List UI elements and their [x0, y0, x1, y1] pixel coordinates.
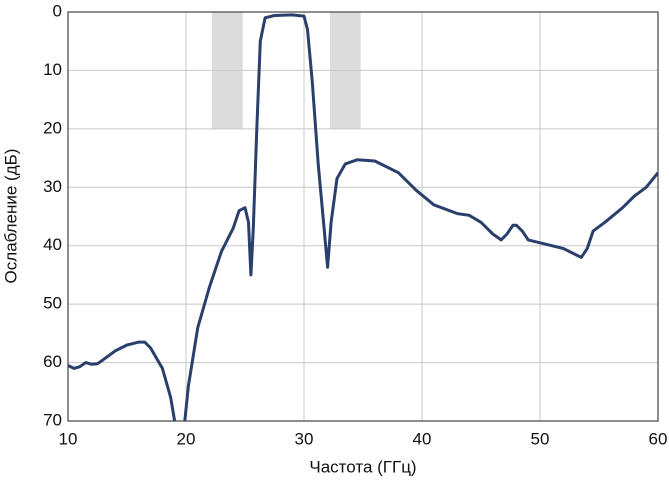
x-tick-label: 60: [649, 429, 668, 448]
y-tick-label: 50: [43, 294, 62, 313]
y-tick-label: 60: [43, 352, 62, 371]
data-line: [68, 13, 658, 421]
x-tick-label: 20: [177, 429, 196, 448]
y-tick-label: 70: [43, 410, 62, 429]
x-tick-label: 30: [295, 429, 314, 448]
x-tick-label: 10: [59, 429, 78, 448]
y-tick-label: 10: [43, 60, 62, 79]
x-axis-label: Частота (ГГц): [309, 457, 416, 476]
x-tick-label: 50: [531, 429, 550, 448]
y-axis-label: Ослабление (дБ): [1, 149, 20, 284]
plot-frame: [67, 11, 659, 422]
y-tick-label: 0: [53, 1, 62, 20]
y-tick-label: 20: [43, 118, 62, 137]
x-tick-label: 40: [413, 429, 432, 448]
y-tick-label: 30: [43, 177, 62, 196]
y-tick-label: 40: [43, 235, 62, 254]
